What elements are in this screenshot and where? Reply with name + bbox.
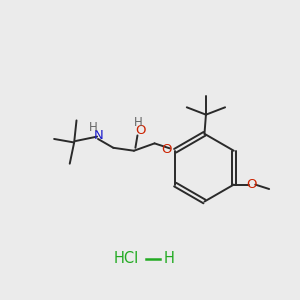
Text: HCl: HCl: [114, 251, 139, 266]
Text: O: O: [162, 143, 172, 156]
Text: H: H: [134, 116, 142, 129]
Text: O: O: [136, 124, 146, 137]
Text: H: H: [89, 121, 98, 134]
Text: N: N: [94, 129, 103, 142]
Text: H: H: [164, 251, 175, 266]
Text: O: O: [246, 178, 257, 191]
